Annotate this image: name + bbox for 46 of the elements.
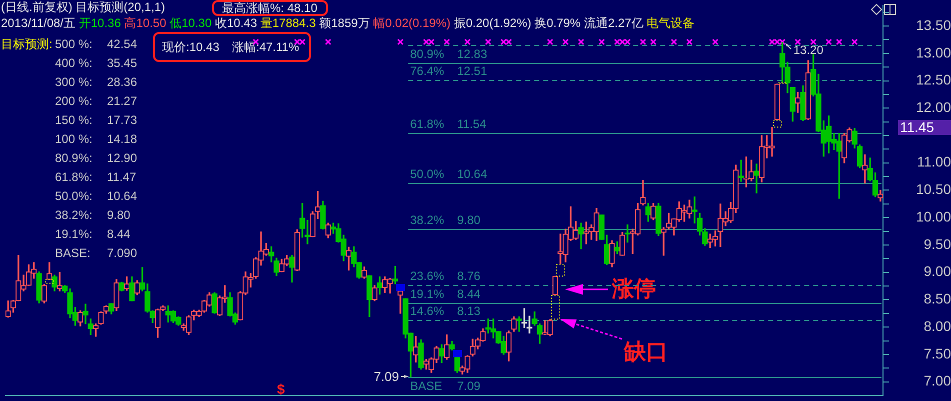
- text: BASE: [410, 379, 442, 393]
- annotation: 最高涨幅%: 48.10: [222, 0, 318, 14]
- ref-line-label: 38.2% 9.80: [410, 213, 480, 227]
- annotation: 现价:10.43 涨幅:47.11%: [162, 40, 300, 54]
- y-tick-label: 10.00: [916, 208, 951, 224]
- ref-line-label: 14.6% 8.13: [410, 304, 480, 318]
- text: 200 %: 21.27: [55, 94, 138, 108]
- y-tick-label: 7.50: [924, 345, 951, 362]
- annotation: 13.20: [793, 43, 824, 58]
- ref-line-label: 76.4% 12.51: [410, 64, 488, 78]
- y-tick-label: 8.00: [924, 318, 951, 334]
- annotation: 涨停: [612, 276, 656, 301]
- y-tick-label: 12.50: [916, 72, 951, 88]
- y-tick-label: 11.00: [917, 154, 951, 170]
- text: 500 %: 42.54: [55, 36, 138, 50]
- text: 50.0%: 10.64: [55, 188, 138, 202]
- text: 300 %: 28.36: [55, 74, 138, 88]
- text: 150 %: 17.73: [55, 112, 138, 126]
- y-tick-label: 9.50: [924, 236, 951, 252]
- text: BASE: 7.090: [55, 246, 138, 260]
- text: 11.45: [898, 119, 951, 135]
- y-tick-label: 7.00: [924, 372, 951, 389]
- ref-line-label: 80.9% 12.83: [410, 47, 488, 61]
- text: 61.8%: 11.47: [55, 170, 136, 184]
- text: 2013/11/08/五 开10.36 高10.50 低10.30 收10.43 量17884.3 额1859万 幅0.02(0.19%) 振0.20(1.92%) 换0.79% 流通2.27亿 电气设备: [1, 16, 695, 30]
- text: 38.2%: 9.80: [55, 208, 130, 222]
- chart-title: (日线.前复权) 目标预测(20,1,1): [1, 0, 166, 14]
- ref-line-label: 23.6% 8.76: [410, 269, 480, 283]
- annotation: $: [277, 381, 285, 397]
- text: 19.1%: 8.44: [55, 226, 130, 240]
- text: 80.9%: 12.90: [55, 150, 138, 164]
- y-tick-label: 12.00: [916, 98, 951, 115]
- text: 400 %: 35.45: [55, 56, 138, 70]
- annotation: 缺口: [624, 339, 668, 364]
- y-tick-label: 9.00: [924, 263, 951, 280]
- ref-line-label: 50.0% 10.64: [410, 167, 488, 181]
- text: 7.09: [374, 368, 399, 384]
- y-tick-label: 8.50: [924, 290, 951, 307]
- annotation: 7.09: [457, 379, 480, 393]
- ref-line-label: 19.1% 8.44: [410, 287, 480, 301]
- y-tick-label: 13.50: [916, 16, 951, 33]
- y-tick-label: 10.50: [916, 181, 951, 198]
- ref-line-label: 61.8% 11.54: [410, 117, 486, 131]
- text: 100 %: 14.18: [55, 132, 138, 146]
- y-tick-label: 13.00: [916, 44, 951, 60]
- annotation: 目标预测:: [1, 36, 52, 50]
